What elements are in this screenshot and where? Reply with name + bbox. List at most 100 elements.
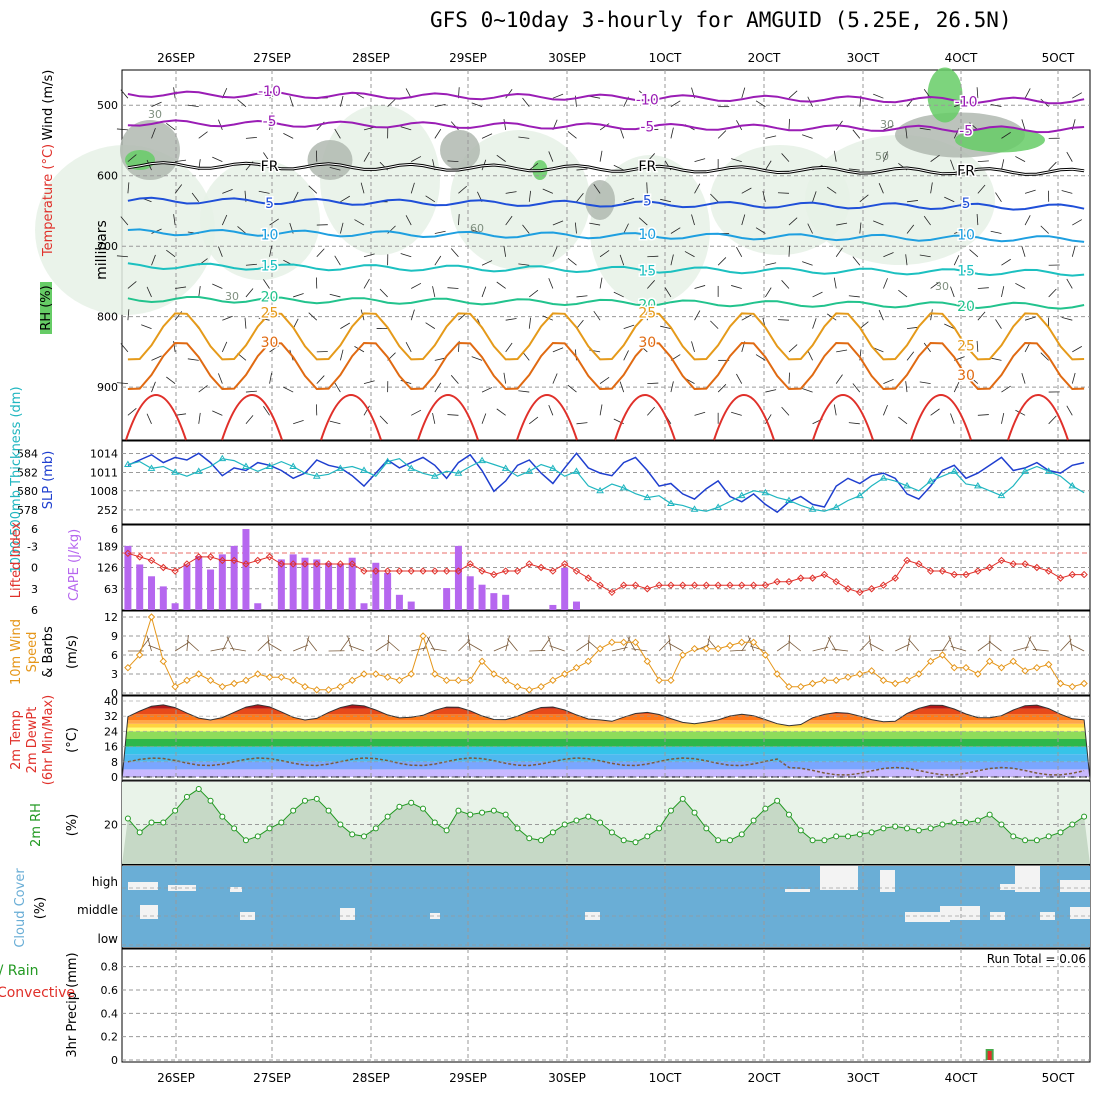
wind-barb bbox=[518, 136, 530, 139]
wind-barb bbox=[237, 99, 247, 107]
cloud-block-13 bbox=[965, 906, 980, 920]
li-point bbox=[313, 560, 321, 568]
rh-point bbox=[455, 807, 462, 814]
wind10m-barb bbox=[988, 640, 1002, 652]
li-point bbox=[572, 567, 581, 575]
wind-barb bbox=[717, 130, 727, 139]
wind-barb bbox=[548, 151, 554, 162]
wind-barb bbox=[316, 375, 325, 384]
wind-barb bbox=[411, 409, 422, 416]
wind10m-barb bbox=[930, 649, 947, 652]
wind-barb bbox=[151, 355, 162, 361]
wind-barb bbox=[802, 134, 813, 139]
wind-barb bbox=[505, 191, 517, 194]
wind-barb bbox=[599, 376, 610, 384]
li-tick: 0 bbox=[31, 562, 38, 575]
rh-point bbox=[703, 825, 710, 832]
wind-barb bbox=[425, 195, 436, 203]
rh-point bbox=[502, 811, 509, 818]
wind-barb bbox=[919, 254, 931, 258]
wind10m-point bbox=[1080, 679, 1088, 688]
temp-outline bbox=[121, 704, 1091, 781]
li-point bbox=[879, 581, 888, 589]
cape-bar bbox=[183, 564, 191, 610]
wind10m-point bbox=[997, 663, 1006, 672]
wind-barb bbox=[826, 186, 837, 194]
wind10m-barb bbox=[257, 639, 270, 652]
temp-band bbox=[122, 769, 1090, 777]
wind-barb bbox=[741, 87, 746, 99]
wind-barb bbox=[308, 312, 318, 321]
isotherm-label-5: 5 bbox=[265, 196, 274, 212]
rh-point bbox=[656, 825, 663, 832]
wind-barb bbox=[953, 255, 960, 266]
wind-barb bbox=[670, 100, 681, 107]
wind-barb bbox=[647, 406, 655, 416]
panel-precip bbox=[121, 948, 1091, 1063]
cloud-block-17 bbox=[1070, 907, 1090, 919]
wind-barb bbox=[670, 227, 681, 234]
wind10m-point bbox=[667, 676, 675, 685]
wind-barb bbox=[848, 295, 860, 298]
li-point bbox=[265, 553, 274, 561]
isotherm-label-FR: FR bbox=[261, 159, 279, 175]
wind-barb bbox=[1001, 132, 1011, 139]
wind-barb bbox=[187, 358, 199, 361]
li-point bbox=[1056, 574, 1065, 582]
wind-barb bbox=[976, 214, 979, 226]
rh-point bbox=[809, 837, 816, 844]
wind-barb bbox=[127, 407, 137, 416]
rh-point bbox=[242, 837, 249, 844]
wind10m-barb bbox=[1024, 636, 1032, 652]
li-point bbox=[997, 556, 1006, 565]
slp-tick: 1008 bbox=[90, 485, 118, 498]
wind10m-point bbox=[254, 670, 262, 678]
wind-barb bbox=[481, 387, 493, 393]
thickness-point bbox=[879, 474, 888, 481]
wind-barb bbox=[1048, 415, 1057, 425]
rh-point bbox=[691, 809, 698, 816]
precip-bar-convective bbox=[987, 1051, 992, 1060]
rh-point bbox=[361, 833, 367, 840]
wind10m-point bbox=[407, 670, 415, 678]
cape-bar bbox=[561, 567, 569, 610]
wind10m-point bbox=[1009, 657, 1017, 666]
cape-bar bbox=[549, 604, 557, 610]
wind10m-point bbox=[572, 663, 581, 672]
wind-barb bbox=[660, 325, 672, 330]
wind10m-point bbox=[808, 679, 817, 688]
wind-barb bbox=[552, 347, 564, 353]
thickness-point bbox=[714, 503, 723, 510]
wind10m-point bbox=[797, 682, 805, 691]
wind10m-point bbox=[313, 686, 321, 694]
isotherm-35-arc-5 bbox=[614, 394, 676, 441]
isotherm-label--5: -5 bbox=[640, 119, 654, 135]
wind-barb bbox=[717, 384, 727, 393]
wind-barb bbox=[835, 374, 843, 384]
li-point bbox=[301, 560, 309, 568]
isotherm-20 bbox=[127, 296, 1085, 310]
wind-barb bbox=[623, 223, 629, 234]
wind-barb bbox=[613, 291, 624, 298]
wind-barb bbox=[1040, 225, 1049, 234]
isotherm-label-30: 30 bbox=[957, 368, 975, 384]
thickness-point bbox=[336, 464, 345, 471]
cloud-level-high: high bbox=[92, 875, 118, 889]
li-point bbox=[277, 560, 286, 568]
date-label-bottom-26SEP: 26SEP bbox=[157, 1071, 195, 1085]
wind-barb bbox=[878, 183, 884, 194]
thickness-point bbox=[761, 488, 770, 496]
rh-point bbox=[608, 829, 615, 836]
rh-point bbox=[1069, 821, 1076, 828]
li-point bbox=[183, 560, 191, 568]
wind-barb bbox=[245, 263, 257, 266]
rh-shading bbox=[35, 67, 1045, 315]
wind-barb bbox=[1001, 159, 1005, 171]
wind-barb bbox=[450, 248, 459, 258]
wind-barb bbox=[670, 254, 674, 266]
wind10m-point bbox=[490, 670, 498, 678]
rh-point bbox=[372, 825, 379, 832]
axis-temp-label: Temperature (°C) bbox=[41, 144, 56, 257]
wind-barb bbox=[576, 422, 588, 425]
